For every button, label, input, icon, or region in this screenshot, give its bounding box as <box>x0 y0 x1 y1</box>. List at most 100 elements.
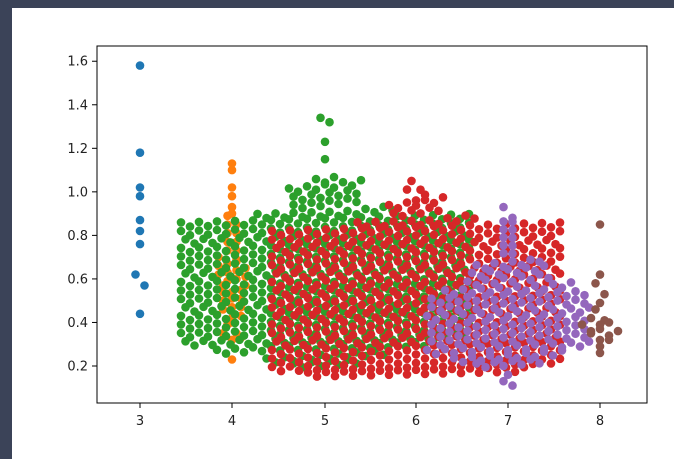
data-point <box>321 318 331 328</box>
data-point <box>185 290 195 299</box>
data-point <box>362 308 371 318</box>
data-point <box>343 206 352 216</box>
data-point <box>194 251 204 261</box>
data-point <box>461 211 470 220</box>
data-point <box>311 218 321 228</box>
data-point <box>548 339 558 348</box>
data-point <box>194 319 204 329</box>
data-point <box>321 293 331 302</box>
data-point <box>481 362 490 372</box>
data-point <box>499 217 508 226</box>
data-point <box>530 340 540 349</box>
data-point <box>427 294 436 304</box>
data-point <box>476 308 486 318</box>
data-point <box>308 268 317 277</box>
data-point <box>239 246 249 255</box>
data-point <box>194 277 204 286</box>
data-point <box>429 365 439 374</box>
data-point <box>343 194 352 203</box>
data-point <box>221 280 231 290</box>
data-point <box>375 300 385 309</box>
data-point <box>330 348 340 357</box>
data-point <box>339 318 349 327</box>
data-point <box>320 214 330 223</box>
data-point <box>427 302 436 312</box>
data-point <box>230 225 240 234</box>
data-point <box>438 369 448 378</box>
data-point <box>239 322 249 332</box>
data-point <box>303 319 313 328</box>
data-point <box>411 358 421 368</box>
data-point <box>357 232 367 242</box>
data-point <box>452 280 461 290</box>
data-point <box>217 302 226 311</box>
data-point <box>348 371 358 381</box>
data-point <box>302 214 312 224</box>
data-point <box>321 250 331 260</box>
data-point <box>429 358 439 367</box>
data-point <box>303 251 313 260</box>
data-point <box>512 341 522 350</box>
data-point <box>429 247 439 257</box>
data-point <box>456 368 466 378</box>
data-point <box>393 342 403 351</box>
data-point <box>438 353 448 363</box>
data-point <box>539 261 549 271</box>
data-point <box>492 367 502 377</box>
data-point <box>535 297 544 306</box>
data-point <box>366 347 376 356</box>
data-point <box>357 249 367 259</box>
data-point <box>535 314 544 324</box>
data-point <box>472 296 481 306</box>
data-point <box>586 313 596 323</box>
data-point <box>276 324 286 333</box>
data-point <box>248 343 258 352</box>
data-point <box>294 366 304 376</box>
data-point <box>294 349 304 358</box>
data-point <box>325 188 334 197</box>
data-point <box>290 336 299 346</box>
data-point <box>440 344 450 354</box>
y-tick-label: 0.2 <box>67 359 88 374</box>
data-point <box>595 220 605 229</box>
data-point <box>595 298 605 308</box>
data-point <box>416 209 425 218</box>
data-point <box>519 227 529 237</box>
data-point <box>526 255 535 264</box>
data-point <box>499 225 508 234</box>
data-point <box>339 292 349 302</box>
data-point <box>544 318 553 328</box>
data-point <box>230 259 240 268</box>
data-point <box>499 361 508 371</box>
data-point <box>416 332 425 342</box>
data-point <box>326 284 335 294</box>
data-point <box>434 238 443 248</box>
x-tick-label: 6 <box>412 414 420 429</box>
data-point <box>447 272 457 282</box>
data-point <box>537 227 547 236</box>
data-point <box>375 359 385 369</box>
data-point <box>483 220 493 229</box>
data-point <box>135 215 145 225</box>
axis-layer: 0.2 0.4 0.6 0.8 1.0 1.2 1.4 1.6 3 4 5 6 7 8 <box>67 55 604 429</box>
data-point <box>420 226 430 236</box>
data-point <box>267 345 277 355</box>
data-point <box>384 355 394 364</box>
data-point <box>203 221 213 231</box>
data-point <box>308 310 317 320</box>
data-point <box>411 365 421 375</box>
data-point <box>227 202 237 212</box>
data-point <box>465 220 475 230</box>
data-point <box>548 305 558 314</box>
data-point <box>526 319 535 328</box>
data-point <box>566 338 576 347</box>
data-point <box>411 299 421 308</box>
data-point <box>257 313 267 323</box>
data-point <box>199 268 208 278</box>
data-point <box>553 287 562 297</box>
data-point <box>285 260 295 269</box>
data-point <box>481 300 490 309</box>
data-point <box>553 296 562 305</box>
data-point <box>135 191 145 201</box>
data-point <box>239 220 249 230</box>
